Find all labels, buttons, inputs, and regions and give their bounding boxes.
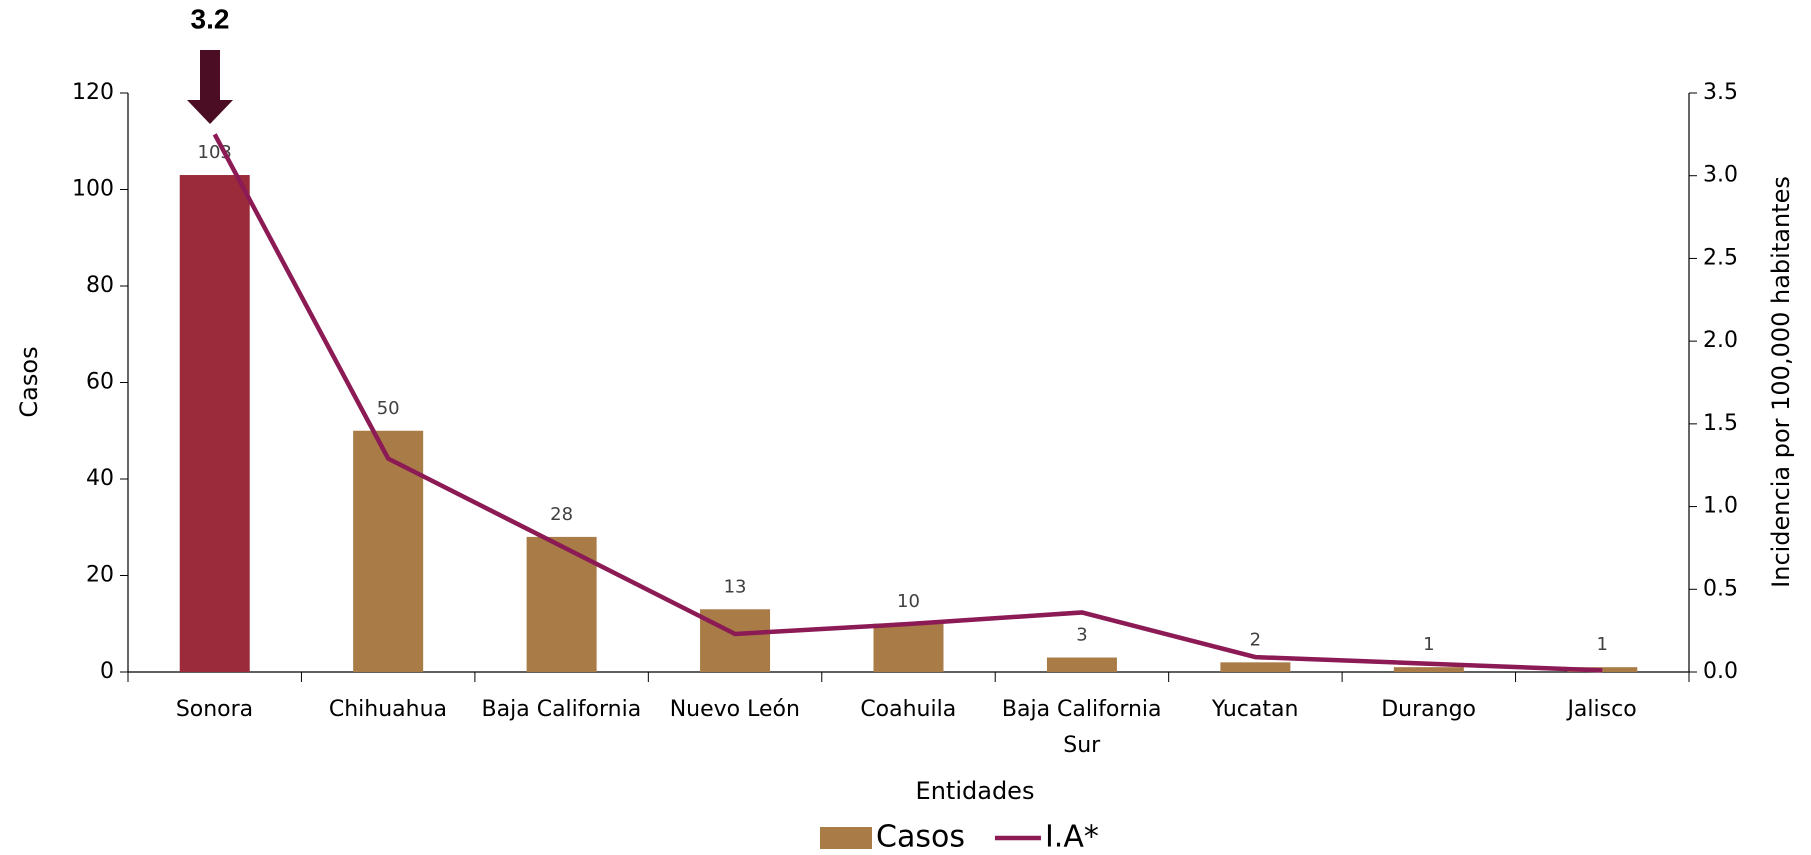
x-tick-label: Chihuahua bbox=[328, 697, 448, 722]
line-series bbox=[212, 133, 1603, 673]
bar bbox=[1046, 657, 1117, 672]
x-tick-label: Yucatan bbox=[1211, 697, 1299, 722]
bar bbox=[1393, 667, 1464, 672]
y2-tick-label: 1.5 bbox=[1703, 411, 1738, 436]
y2-tick-label: 0.0 bbox=[1703, 659, 1738, 684]
bar bbox=[873, 623, 944, 672]
x-axis-title: Entidades bbox=[916, 777, 1035, 805]
x-tick-label: Jalisco bbox=[1567, 697, 1637, 722]
legend-swatch bbox=[820, 827, 872, 849]
bar bbox=[1220, 662, 1291, 672]
x-tick-label: Sonora bbox=[175, 697, 254, 722]
y-tick-label: 100 bbox=[72, 177, 114, 202]
y2-tick-label: 0.5 bbox=[1703, 576, 1738, 601]
y-tick-label: 80 bbox=[86, 273, 114, 298]
y-tick-label: 120 bbox=[72, 80, 114, 105]
y2-tick-label: 3.5 bbox=[1703, 80, 1738, 105]
y-tick-label: 60 bbox=[86, 370, 114, 395]
bar bbox=[353, 430, 424, 672]
y-tick-label: 20 bbox=[86, 563, 114, 588]
bar-value-label: 28 bbox=[550, 504, 573, 525]
legend-label: I.A* bbox=[1045, 820, 1099, 855]
bar-value-label: 3 bbox=[1076, 625, 1087, 646]
y-tick-label: 0 bbox=[100, 659, 114, 684]
annotation-arrow bbox=[187, 50, 233, 124]
y2-tick-label: 2.0 bbox=[1703, 328, 1738, 353]
bar-value-label: 50 bbox=[377, 398, 400, 419]
bar-value-label: 2 bbox=[1250, 629, 1261, 650]
bar-value-label: 1 bbox=[1423, 634, 1434, 655]
x-tick-label: Coahuila bbox=[860, 697, 957, 722]
y-tick-label: 40 bbox=[86, 466, 114, 491]
annotation: 3.2 bbox=[191, 3, 230, 34]
x-tick-label: Nuevo León bbox=[669, 697, 800, 722]
x-tick-label: Baja California Sur bbox=[1001, 697, 1162, 758]
x-tick-label: Durango bbox=[1381, 697, 1476, 722]
legend-label: Casos bbox=[876, 820, 965, 855]
y2-axis-title: Incidencia por 100,000 habitantes bbox=[1767, 176, 1795, 588]
bar-value-label: 13 bbox=[724, 576, 747, 597]
y2-tick-label: 3.0 bbox=[1703, 163, 1738, 188]
bar-value-label: 1 bbox=[1597, 634, 1608, 655]
bar bbox=[179, 175, 250, 672]
y-axis-title: Casos bbox=[15, 346, 43, 417]
bar bbox=[700, 609, 771, 672]
bar-value-label: 10 bbox=[897, 591, 920, 612]
x-tick-label: Baja California bbox=[481, 697, 642, 722]
y2-tick-label: 2.5 bbox=[1703, 245, 1738, 270]
y2-tick-label: 1.0 bbox=[1703, 494, 1738, 519]
